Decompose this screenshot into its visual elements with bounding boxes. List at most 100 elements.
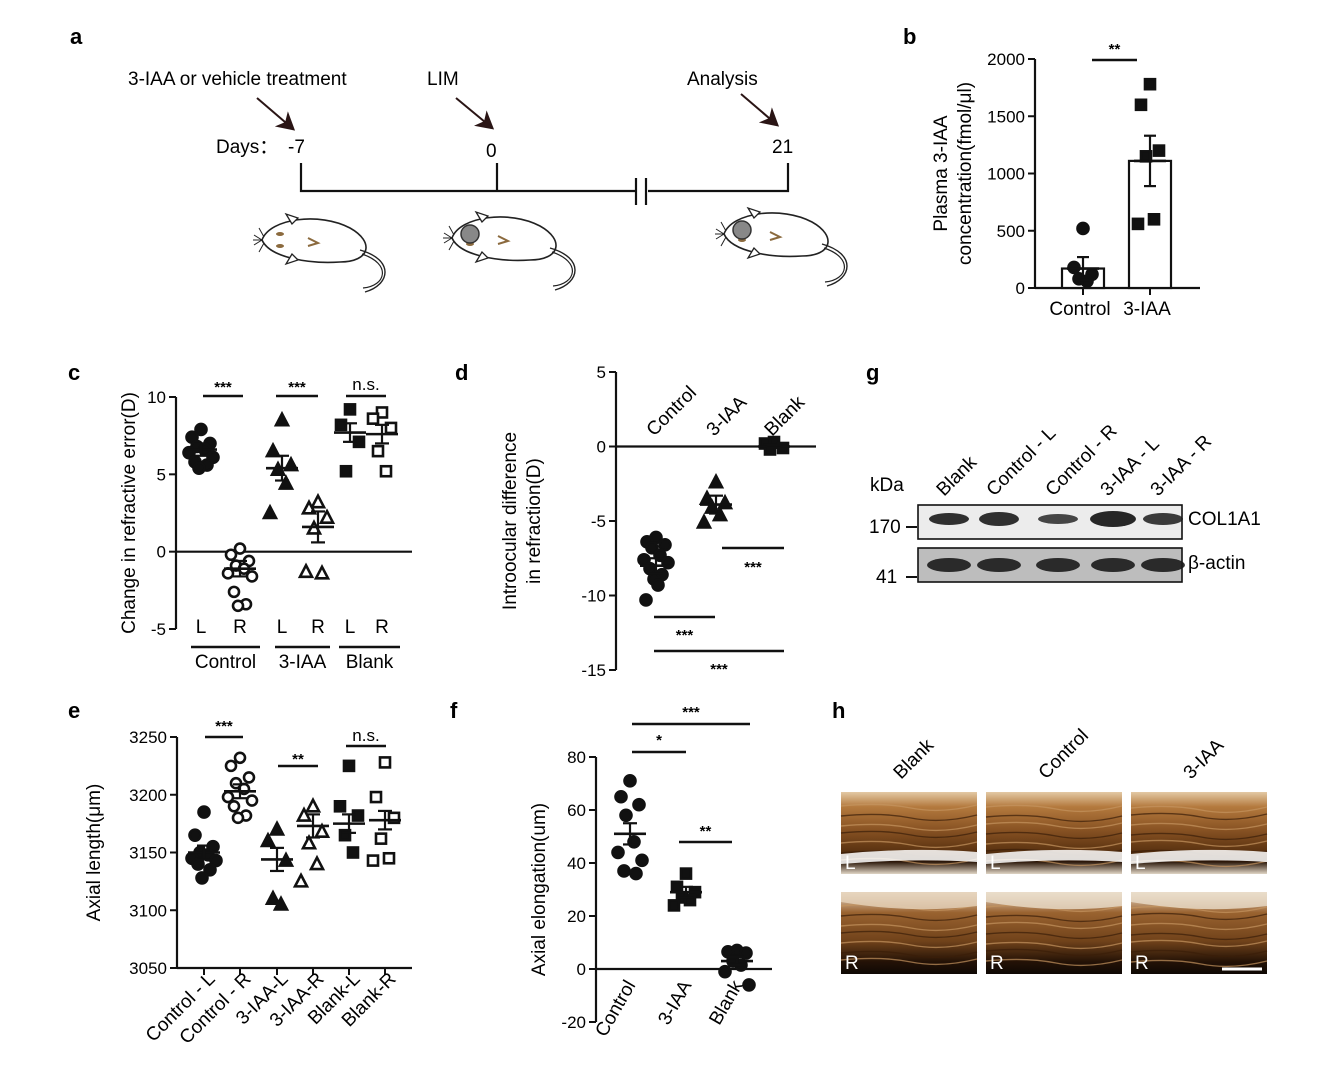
y-axis-label: Plasma 3-IAA concentration(fmol/μl) bbox=[931, 82, 976, 265]
tissue-fiber bbox=[840, 813, 978, 822]
data-point bbox=[209, 853, 223, 868]
data-point bbox=[617, 864, 631, 878]
data-point bbox=[623, 774, 637, 788]
category-label: R bbox=[311, 617, 325, 638]
tissue-fiber bbox=[1130, 949, 1268, 958]
data-point bbox=[371, 444, 385, 458]
tissue-fiber bbox=[1130, 832, 1268, 841]
group-label: Blank bbox=[346, 652, 394, 673]
y-tick-label: 5 bbox=[157, 465, 166, 484]
data-point bbox=[308, 854, 326, 871]
arrow-analysis bbox=[740, 93, 780, 127]
tissue-fiber bbox=[985, 841, 1123, 850]
y-tick-label: 0 bbox=[597, 438, 606, 457]
y-tick-label: 0 bbox=[577, 960, 586, 979]
y-tick-label: 3200 bbox=[129, 786, 167, 805]
data-point bbox=[342, 759, 356, 773]
panel-label-g: g bbox=[866, 360, 879, 385]
y-axis-label: Axial length(μm) bbox=[84, 784, 105, 922]
y-tick-label: -5 bbox=[151, 620, 166, 639]
tissue-fiber bbox=[985, 814, 1123, 823]
group-label: 3-IAA bbox=[279, 652, 327, 673]
lane-label: Blank bbox=[933, 452, 982, 501]
tissue-fiber bbox=[985, 914, 1123, 923]
tissue-fiber bbox=[1130, 939, 1268, 948]
significance-label: *** bbox=[288, 379, 306, 396]
panel-label-f: f bbox=[450, 698, 458, 723]
protein-col1a1: COL1A1 bbox=[1188, 509, 1261, 530]
significance-label: *** bbox=[676, 627, 694, 644]
y-tick-label: 40 bbox=[567, 854, 586, 873]
histology-panel: Blank L R Control L R 3-IAA L R bbox=[840, 725, 1268, 974]
data-point bbox=[632, 797, 646, 812]
tissue-fiber bbox=[840, 923, 978, 932]
data-point bbox=[1134, 98, 1148, 112]
data-point bbox=[309, 492, 327, 509]
data-point bbox=[667, 899, 681, 912]
category-label: 3-IAA bbox=[654, 977, 696, 1029]
data-point bbox=[259, 831, 277, 848]
category-label: L bbox=[345, 617, 356, 638]
tissue-fiber bbox=[1130, 839, 1268, 848]
lens-icon bbox=[732, 220, 752, 240]
data-point bbox=[695, 513, 713, 529]
y-tick-label: 0 bbox=[157, 543, 166, 562]
significance-label: *** bbox=[744, 559, 762, 576]
category-label: 3-IAA bbox=[703, 392, 752, 441]
y-tick-label: -10 bbox=[581, 587, 606, 606]
group-label: Control bbox=[195, 652, 256, 673]
histology-row-label: L bbox=[845, 853, 856, 874]
tissue-fiber bbox=[840, 823, 978, 832]
tissue-background bbox=[986, 892, 1122, 910]
arrow-lim bbox=[455, 97, 495, 130]
data-point bbox=[194, 422, 208, 437]
histology-row-label: R bbox=[845, 953, 859, 974]
y-axis-label: Introocular difference in refraction(D) bbox=[500, 432, 545, 610]
data-point bbox=[334, 418, 348, 432]
data-point bbox=[679, 867, 693, 880]
data-point bbox=[658, 538, 672, 552]
data-point bbox=[318, 508, 336, 524]
significance-label: ** bbox=[700, 823, 712, 840]
y-tick-label: -15 bbox=[581, 661, 606, 680]
category-label: L bbox=[196, 617, 207, 638]
data-point bbox=[277, 474, 295, 490]
band-col1a1 bbox=[1143, 513, 1183, 525]
data-point bbox=[229, 776, 243, 790]
tissue-fiber bbox=[840, 830, 978, 839]
data-point bbox=[227, 799, 241, 813]
tissue-fiber bbox=[1130, 959, 1268, 968]
tissue-gap bbox=[841, 849, 977, 864]
data-point bbox=[718, 964, 732, 979]
histology-column-label: Control bbox=[1035, 725, 1093, 783]
data-point bbox=[339, 464, 353, 478]
y-tick-label: 10 bbox=[147, 388, 166, 407]
data-point bbox=[651, 578, 665, 592]
data-point bbox=[639, 593, 653, 607]
panel-label-e: e bbox=[68, 698, 80, 723]
band-col1a1 bbox=[1090, 511, 1136, 527]
tissue-fiber bbox=[1130, 822, 1268, 831]
data-point bbox=[742, 978, 756, 992]
data-point bbox=[366, 412, 380, 425]
category-label: Blank bbox=[761, 392, 810, 441]
band-actin bbox=[927, 558, 971, 572]
data-point bbox=[273, 410, 291, 427]
event-label-analysis: Analysis bbox=[687, 69, 758, 90]
tissue-background bbox=[1131, 892, 1267, 910]
data-point bbox=[683, 893, 697, 907]
band-actin bbox=[1036, 558, 1080, 572]
tissue-fiber bbox=[985, 958, 1123, 967]
y-tick-label: 20 bbox=[567, 907, 586, 926]
category-label: L bbox=[277, 617, 288, 638]
y-tick-label: 2000 bbox=[987, 50, 1025, 69]
data-point bbox=[300, 833, 318, 850]
significance-label: * bbox=[656, 732, 662, 749]
chart-b: 0 500 1000 1500 2000 Plasma 3-IAA concentratio… bbox=[931, 41, 1200, 320]
histology-row-label: L bbox=[1135, 853, 1146, 874]
data-point bbox=[231, 811, 245, 825]
y-tick-label: 3150 bbox=[129, 844, 167, 863]
